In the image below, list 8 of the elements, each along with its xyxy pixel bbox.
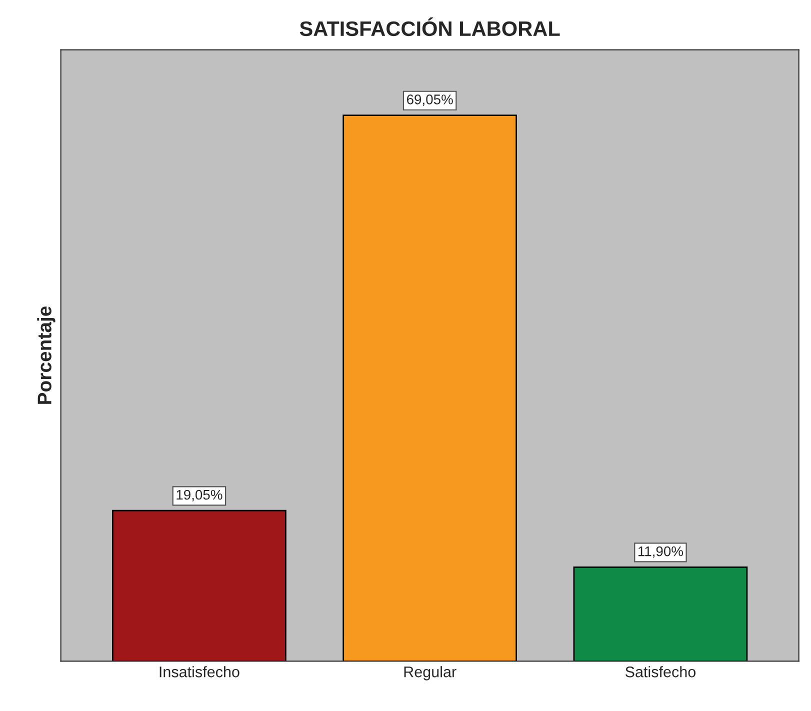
x-tick-label: Satisfecho	[625, 666, 696, 678]
chart-title: SATISFACCIÓN LABORAL	[300, 17, 560, 36]
data-label: 19,05%	[176, 490, 222, 502]
x-tick-label: Regular	[404, 666, 456, 680]
data-label: 11,90%	[638, 546, 684, 558]
y-axis-title: Porcentaje	[37, 306, 56, 404]
x-tick-label: Insatisfecho	[160, 666, 240, 678]
data-label: 69,05%	[406, 94, 453, 106]
